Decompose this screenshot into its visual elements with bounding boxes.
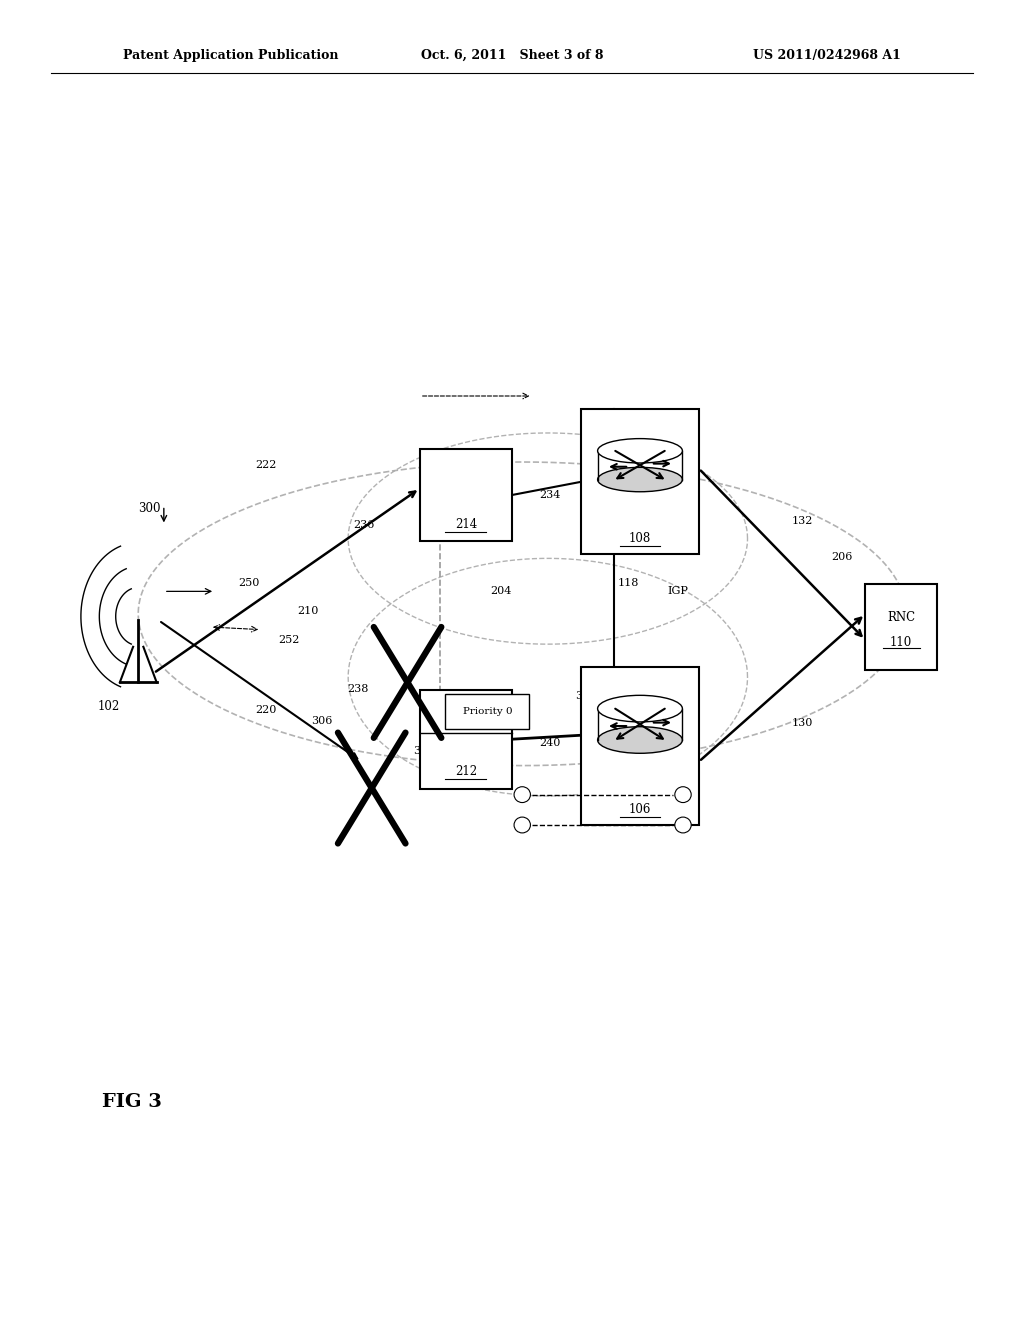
Ellipse shape [598, 467, 682, 492]
Text: 214: 214 [455, 517, 477, 531]
Text: 302: 302 [413, 746, 434, 756]
Text: 220: 220 [255, 705, 276, 715]
Text: 238: 238 [347, 684, 369, 694]
Bar [582, 667, 698, 825]
Bar [582, 409, 698, 554]
Ellipse shape [514, 787, 530, 803]
Text: 236: 236 [353, 520, 375, 531]
Text: 300: 300 [138, 502, 161, 515]
Text: 102: 102 [97, 700, 120, 713]
Text: 206: 206 [831, 552, 853, 562]
Text: 222: 222 [255, 459, 276, 470]
Ellipse shape [598, 438, 682, 463]
Text: Oct. 6, 2011   Sheet 3 of 8: Oct. 6, 2011 Sheet 3 of 8 [421, 49, 603, 62]
Text: 210: 210 [297, 606, 318, 616]
Text: FIG 3: FIG 3 [102, 1093, 162, 1111]
Ellipse shape [675, 817, 691, 833]
Text: RNC: RNC [887, 611, 915, 624]
Text: 250: 250 [239, 578, 260, 589]
Text: Priority 0: Priority 0 [463, 708, 512, 715]
Bar [420, 689, 512, 788]
Text: 110: 110 [890, 636, 912, 649]
Text: BFD: BFD [610, 796, 636, 809]
Text: IGP: IGP [668, 586, 688, 597]
Text: 132: 132 [792, 516, 813, 527]
Text: 130: 130 [792, 718, 813, 729]
Text: 308: 308 [575, 690, 597, 701]
Ellipse shape [675, 787, 691, 803]
Text: 240: 240 [540, 738, 560, 748]
Bar [865, 583, 937, 671]
Text: US 2011/0242968 A1: US 2011/0242968 A1 [754, 49, 901, 62]
Text: Patent Application Publication: Patent Application Publication [123, 49, 338, 62]
Text: 234: 234 [540, 490, 560, 500]
Text: 212: 212 [455, 766, 477, 777]
Ellipse shape [598, 696, 682, 722]
Bar [445, 694, 529, 729]
Text: 204: 204 [490, 586, 512, 597]
Bar [420, 449, 512, 541]
Text: VRRP: VRRP [606, 766, 640, 779]
Text: 106: 106 [629, 803, 651, 816]
Text: 108: 108 [629, 532, 651, 545]
Text: 306: 306 [311, 715, 333, 726]
Text: 252: 252 [279, 635, 300, 645]
Ellipse shape [598, 727, 682, 754]
Ellipse shape [514, 817, 530, 833]
Text: 118: 118 [617, 578, 639, 589]
